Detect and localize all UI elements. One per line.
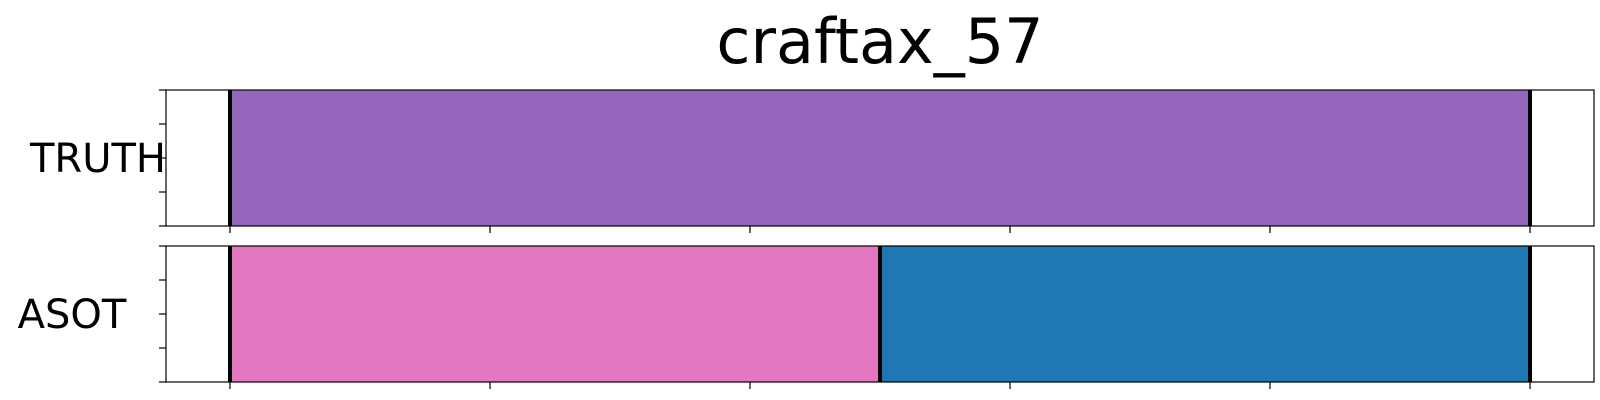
- chart-title: craftax_57: [716, 5, 1043, 78]
- row-truth: TRUTH: [29, 89, 1595, 233]
- segment-1: [230, 90, 1530, 226]
- rows-layer: TRUTH ASOT: [18, 89, 1595, 389]
- row-label: TRUTH: [29, 136, 166, 182]
- row-label: ASOT: [18, 292, 127, 338]
- segment-2: [880, 246, 1530, 382]
- segment-1: [230, 246, 880, 382]
- row-asot: ASOT: [18, 245, 1595, 389]
